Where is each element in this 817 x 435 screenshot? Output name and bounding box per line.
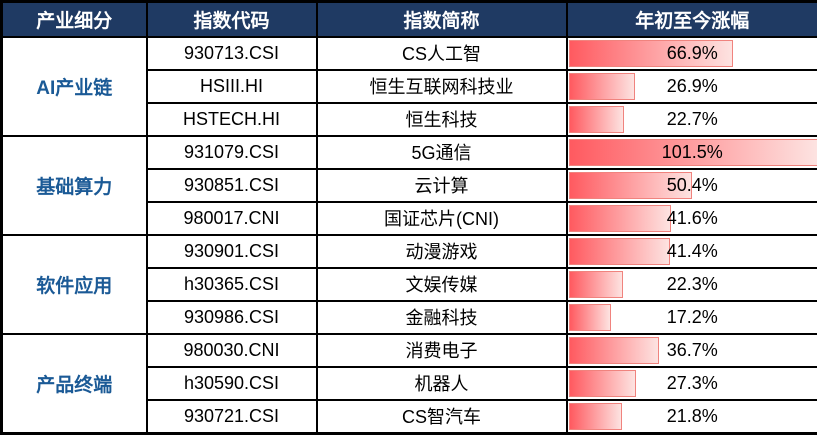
header-index-name: 指数简称	[315, 0, 568, 38]
gain-value: 41.4%	[666, 240, 718, 261]
code-cell: 980017.CNI	[145, 200, 318, 236]
table-row: 930986.CSI 金融科技 17.2%	[2, 299, 817, 335]
header-ytd-gain: 年初至今涨幅	[565, 0, 817, 38]
gain-bar	[568, 171, 693, 199]
gain-value: 50.4%	[666, 174, 718, 195]
table-row: 基础算力 931079.CSI 5G通信 101.5%	[0, 134, 817, 236]
category-cell-software-apps: 软件应用	[0, 233, 148, 335]
name-cell: CS人工智	[315, 36, 568, 71]
name-cell: 5G通信	[315, 134, 568, 170]
gain-value: 26.9%	[666, 75, 718, 96]
code-cell: 930986.CSI	[145, 299, 318, 335]
gain-cell: 66.9%	[565, 36, 817, 71]
gain-bar	[568, 105, 625, 133]
gain-value: 101.5%	[661, 141, 723, 162]
gain-cell: 21.8%	[565, 398, 817, 435]
category-cell-ai-chain: AI产业链	[0, 36, 148, 137]
table-row: AI产业链 930713.CSI CS人工智 66.9%	[0, 36, 817, 137]
category-cell-end-products: 产品终端	[0, 332, 148, 435]
gain-value: 21.8%	[666, 405, 718, 426]
gain-bar	[568, 72, 635, 100]
gain-bar	[568, 204, 671, 232]
table-row: HSTECH.HI 恒生科技 22.7%	[2, 101, 817, 137]
gain-bar	[568, 303, 611, 331]
gain-bar	[568, 336, 659, 364]
code-cell: 930713.CSI	[145, 36, 318, 71]
gain-cell: 26.9%	[565, 68, 817, 104]
header-row: 产业细分 指数代码 指数简称 年初至今涨幅	[0, 0, 817, 38]
gain-value: 41.6%	[666, 207, 718, 228]
gain-cell: 36.7%	[565, 332, 817, 368]
name-cell: 恒生互联网科技业	[315, 68, 568, 104]
gain-bar	[568, 369, 636, 397]
gain-bar	[568, 40, 733, 67]
table-row: h30365.CSI 文娱传媒 22.3%	[2, 266, 817, 302]
gain-value: 22.7%	[666, 108, 718, 129]
code-cell: 930721.CSI	[145, 398, 318, 435]
name-cell: 机器人	[315, 365, 568, 401]
name-cell: 云计算	[315, 167, 568, 203]
code-cell: HSTECH.HI	[145, 101, 318, 137]
gain-cell: 17.2%	[565, 299, 817, 335]
category-cell-computing-power: 基础算力	[0, 134, 148, 236]
gain-value: 22.3%	[666, 273, 718, 294]
header-index-code: 指数代码	[145, 0, 318, 38]
table-row: 930851.CSI 云计算 50.4%	[2, 167, 817, 203]
code-cell: 930901.CSI	[145, 233, 318, 269]
header-industry-segment: 产业细分	[0, 0, 148, 38]
table-row: 产品终端 980030.CNI 消费电子 36.7%	[0, 332, 817, 435]
code-cell: h30590.CSI	[145, 365, 318, 401]
name-cell: 金融科技	[315, 299, 568, 335]
gain-bar	[568, 138, 817, 166]
gain-cell: 22.7%	[565, 101, 817, 137]
gain-value: 27.3%	[666, 372, 718, 393]
name-cell: 文娱传媒	[315, 266, 568, 302]
name-cell: CS智汽车	[315, 398, 568, 435]
gain-value: 17.2%	[666, 306, 718, 327]
table-row: HSIII.HI 恒生互联网科技业 26.9%	[2, 68, 817, 104]
gain-bar	[568, 270, 624, 298]
gain-cell: 50.4%	[565, 167, 817, 203]
gain-value: 66.9%	[666, 42, 718, 63]
name-cell: 恒生科技	[315, 101, 568, 137]
name-cell: 动漫游戏	[315, 233, 568, 269]
gain-bar	[568, 402, 623, 430]
gain-cell: 22.3%	[565, 266, 817, 302]
gain-cell: 41.6%	[565, 200, 817, 236]
table-row: 930721.CSI CS智汽车 21.8%	[2, 398, 817, 435]
table-row: h30590.CSI 机器人 27.3%	[2, 365, 817, 401]
name-cell: 国证芯片(CNI)	[315, 200, 568, 236]
gain-value: 36.7%	[666, 339, 718, 360]
code-cell: 980030.CNI	[145, 332, 318, 368]
code-cell: 931079.CSI	[145, 134, 318, 170]
gain-cell: 101.5%	[565, 134, 817, 170]
table-row: 软件应用 930901.CSI 动漫游戏 41.4%	[0, 233, 817, 335]
gain-cell: 27.3%	[565, 365, 817, 401]
code-cell: h30365.CSI	[145, 266, 318, 302]
gain-cell: 41.4%	[565, 233, 817, 269]
name-cell: 消费电子	[315, 332, 568, 368]
table-row: 980017.CNI 国证芯片(CNI) 41.6%	[2, 200, 817, 236]
code-cell: HSIII.HI	[145, 68, 318, 104]
code-cell: 930851.CSI	[145, 167, 318, 203]
gain-bar	[568, 237, 671, 265]
